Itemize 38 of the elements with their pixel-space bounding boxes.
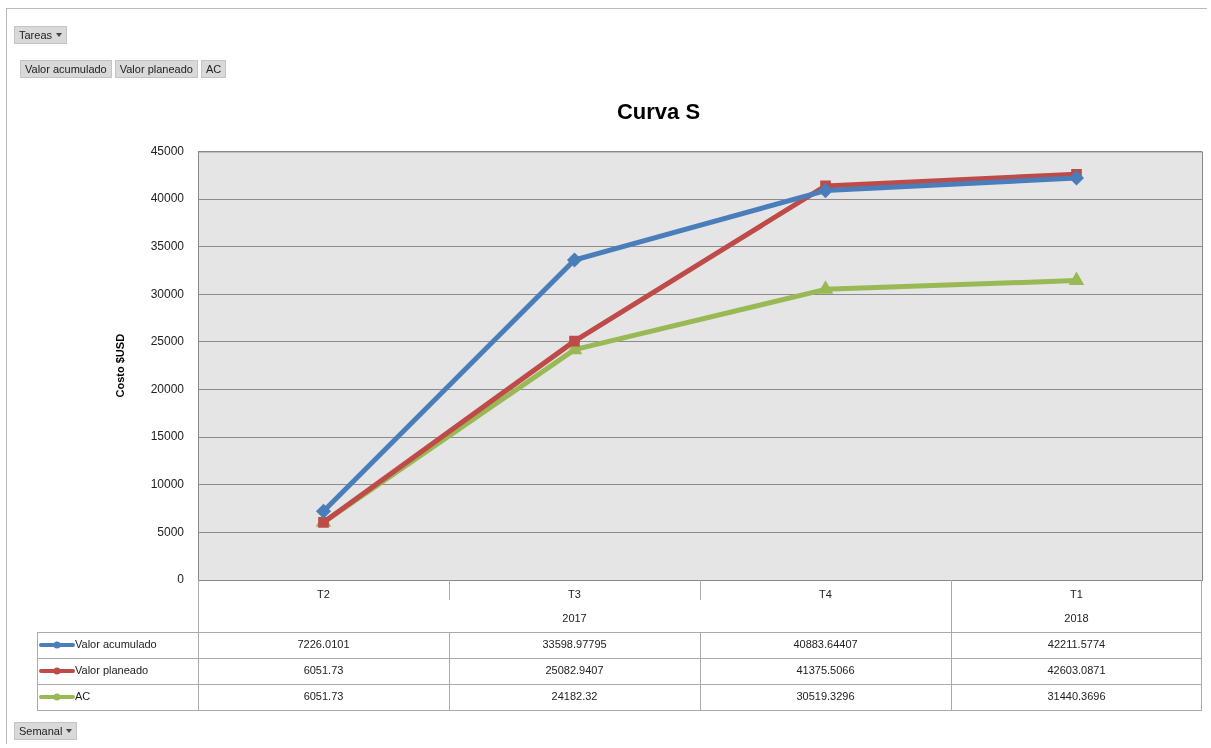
x-tick-label: T2 <box>317 587 330 600</box>
text: Valor acumulado <box>25 63 107 75</box>
y-tick-label: 10000 <box>150 477 185 492</box>
text: Valor planeado <box>119 63 193 75</box>
data-label: 6051.73 <box>303 664 344 677</box>
legend-label: Valor acumulado <box>75 638 157 651</box>
text: Semanal <box>19 725 63 737</box>
x-tick-label: T4 <box>819 587 832 600</box>
y-tick-label: 30000 <box>150 286 185 301</box>
text: 2017 <box>562 612 587 625</box>
legend-label: AC <box>75 690 91 703</box>
data-label: 24182.32 <box>551 690 598 703</box>
x-tick-label: T3 <box>568 587 581 600</box>
text: Tareas <box>19 29 53 41</box>
y-tick-label: 5000 <box>157 524 185 539</box>
data-label: 41375.5066 <box>796 664 855 677</box>
y-tick-label: 35000 <box>150 238 185 253</box>
y-tick-label: 40000 <box>150 191 185 206</box>
data-label: 6051.73 <box>303 690 344 703</box>
x-tick-label: T1 <box>1070 587 1083 600</box>
y-axis-title: Costo $USD <box>113 333 126 398</box>
text: AC <box>205 63 222 75</box>
y-tick-label: 0 <box>177 572 185 587</box>
data-label: 25082.9407 <box>545 664 604 677</box>
y-tick-label: 45000 <box>150 143 185 158</box>
y-tick-label: 25000 <box>150 334 185 349</box>
text: 2018 <box>1064 612 1089 625</box>
legend-label: Valor planeado <box>75 664 149 677</box>
chart-title: Curva S <box>616 99 701 125</box>
y-tick-label: 20000 <box>150 381 185 396</box>
data-label: 31440.3696 <box>1047 690 1106 703</box>
y-tick-label: 15000 <box>150 429 185 444</box>
data-label: 7226.0101 <box>297 638 350 651</box>
data-label: 42603.0871 <box>1047 664 1106 677</box>
data-label: 42211.5774 <box>1047 638 1106 651</box>
data-label: 30519.3296 <box>796 690 855 703</box>
data-label: 33598.97795 <box>542 638 607 651</box>
data-label: 40883.64407 <box>793 638 858 651</box>
